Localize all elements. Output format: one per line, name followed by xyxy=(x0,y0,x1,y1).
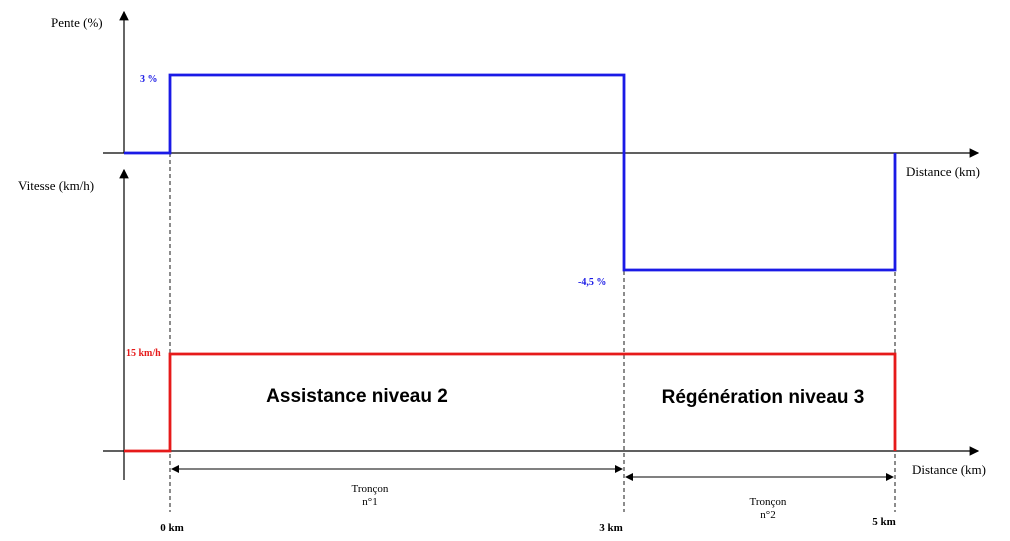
vitesse-x-label: Distance (km) xyxy=(912,462,986,477)
tick-label-5km: 5 km xyxy=(872,516,896,528)
zone-label-assistance: Assistance niveau 2 xyxy=(266,386,448,407)
pente-x-label: Distance (km) xyxy=(906,164,980,179)
vitesse-series-line xyxy=(124,352,897,453)
zone-label-regeneration: Régénération niveau 3 xyxy=(662,387,865,408)
annotation-pente-minus-4-5: -4,5 % xyxy=(578,277,606,288)
tick-label-0km: 0 km xyxy=(160,522,184,534)
vitesse-y-label: Vitesse (km/h) xyxy=(18,178,94,193)
segment-1-line2: n°1 xyxy=(362,496,377,508)
annotation-vitesse-15: 15 km/h xyxy=(126,348,161,359)
pente-y-label: Pente (%) xyxy=(51,15,103,30)
segment-1-line1: Tronçon xyxy=(352,483,389,495)
segment-2-line2: n°2 xyxy=(760,509,775,521)
segment-2-line1: Tronçon xyxy=(750,496,787,508)
annotation-pente-3: 3 % xyxy=(140,74,158,85)
tick-label-3km: 3 km xyxy=(599,522,623,534)
pente-series-line xyxy=(124,73,897,272)
